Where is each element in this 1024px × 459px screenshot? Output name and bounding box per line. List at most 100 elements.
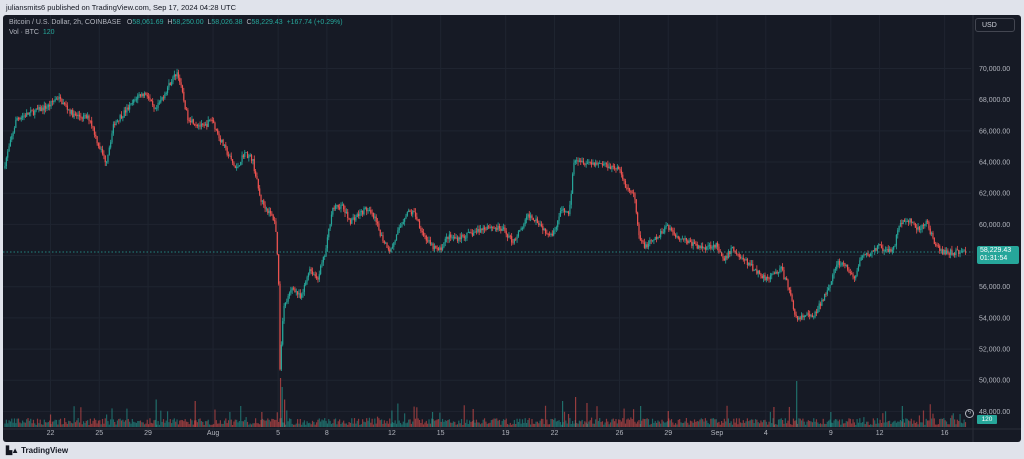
candle-body — [227, 154, 230, 156]
volume-bar — [543, 424, 545, 427]
candle-body — [949, 249, 952, 255]
volume-bar — [189, 418, 192, 427]
volume-bar — [45, 422, 47, 427]
lightning-icon[interactable]: ϟ — [965, 409, 974, 418]
volume-bar — [826, 421, 828, 427]
volume-bar — [84, 423, 86, 427]
candle-body — [627, 187, 629, 189]
volume-bar — [765, 421, 767, 427]
volume-bar — [664, 422, 666, 427]
candle-body — [855, 275, 857, 279]
volume-bar — [15, 423, 17, 427]
candle-body — [645, 244, 647, 248]
volume-bar — [362, 419, 364, 427]
candle-body — [702, 246, 704, 248]
chart-panel[interactable]: 70,000.00 68,000.00 66,000.00 64,000.00 62,0… — [3, 15, 1021, 442]
tradingview-logo[interactable]: ▙▲ TradingView — [6, 445, 68, 456]
volume-bar — [731, 424, 734, 427]
price-axis[interactable]: 70,000.00 68,000.00 66,000.00 64,000.00 62,0… — [979, 66, 1010, 416]
candle-body — [910, 218, 912, 223]
candle-body — [19, 118, 21, 120]
candle-body — [856, 270, 858, 276]
volume-bar — [351, 418, 353, 427]
candle-body — [833, 269, 835, 275]
candle-body — [357, 214, 360, 217]
volume-bar — [531, 419, 533, 427]
volume-legend[interactable]: Vol · BTC 120 — [9, 29, 55, 36]
candle-body — [340, 204, 342, 209]
candle-body — [77, 114, 79, 116]
volume-bar — [917, 424, 919, 427]
candle-body — [719, 251, 721, 253]
volume-bar — [423, 424, 425, 427]
candle-body — [432, 243, 434, 250]
candle-body — [242, 155, 245, 157]
symbol-legend[interactable]: Bitcoin / U.S. Dollar, 2h, COINBASE O58,… — [9, 19, 343, 26]
candle-body — [852, 274, 854, 277]
candle-body — [851, 273, 853, 275]
volume-bar — [444, 420, 446, 427]
volume-bar — [345, 423, 347, 427]
candle-body — [947, 250, 949, 254]
volume-bar — [822, 418, 824, 427]
volume-bar — [252, 423, 254, 427]
volume-bar — [907, 420, 910, 427]
volume-bar — [154, 419, 156, 427]
candle-body — [878, 244, 880, 246]
volume-bar — [891, 422, 893, 427]
candle-body — [221, 139, 223, 143]
candle-body — [245, 152, 247, 153]
volume-bar — [897, 421, 899, 427]
volume-bar — [738, 418, 740, 427]
candle-body — [379, 229, 381, 236]
candle-body — [405, 215, 407, 219]
volume-bar — [656, 422, 658, 427]
price-chart[interactable]: 70,000.00 68,000.00 66,000.00 64,000.00 62,0… — [3, 15, 1021, 442]
candle-body — [65, 103, 67, 106]
volume-bar — [315, 422, 318, 427]
candle-body — [792, 300, 795, 310]
volume-bar — [538, 423, 540, 427]
candle-body — [72, 109, 74, 118]
volume-bar — [324, 418, 326, 427]
candle-body — [469, 232, 471, 233]
candle-body — [577, 160, 579, 162]
candle-body — [454, 236, 456, 239]
volume-bar — [43, 419, 45, 427]
candle-body — [681, 238, 683, 240]
time-axis[interactable]: 22 25 29 Aug 5 8 12 15 19 22 26 29 Sep 4 9 12 16 — [47, 430, 949, 437]
volume-bar — [734, 422, 736, 427]
volume-bar — [834, 419, 837, 427]
volume-bar — [902, 419, 904, 427]
candle-body — [928, 221, 930, 229]
volume-bar — [588, 421, 590, 427]
volume-bar — [693, 419, 696, 427]
volume-bar — [371, 418, 373, 427]
volume-bar — [208, 424, 211, 427]
candle-body — [884, 250, 887, 251]
volume-bar — [66, 423, 68, 427]
volume-bar — [719, 424, 721, 427]
volume-bar — [712, 418, 715, 427]
y-tick-label: 60,000.00 — [979, 222, 1010, 229]
volume-bar — [599, 418, 601, 427]
volume-bar — [733, 418, 735, 427]
candle-body — [684, 237, 686, 240]
candle-body — [917, 226, 919, 230]
candle-body — [187, 110, 189, 121]
candle-body — [590, 162, 593, 165]
candle-body — [916, 227, 918, 230]
volume-bar — [39, 419, 41, 427]
candle-body — [559, 211, 562, 217]
volume-bar — [818, 423, 820, 427]
candle-body — [604, 163, 606, 165]
volume-bar — [355, 423, 357, 427]
candle-body — [446, 236, 448, 239]
candle-body — [217, 129, 219, 134]
candle-body — [273, 220, 276, 222]
volume-bar — [769, 411, 772, 427]
candle-body — [576, 160, 578, 162]
currency-selector[interactable]: USD — [975, 18, 1015, 32]
candle-body — [729, 251, 731, 254]
candle-body — [89, 120, 91, 122]
